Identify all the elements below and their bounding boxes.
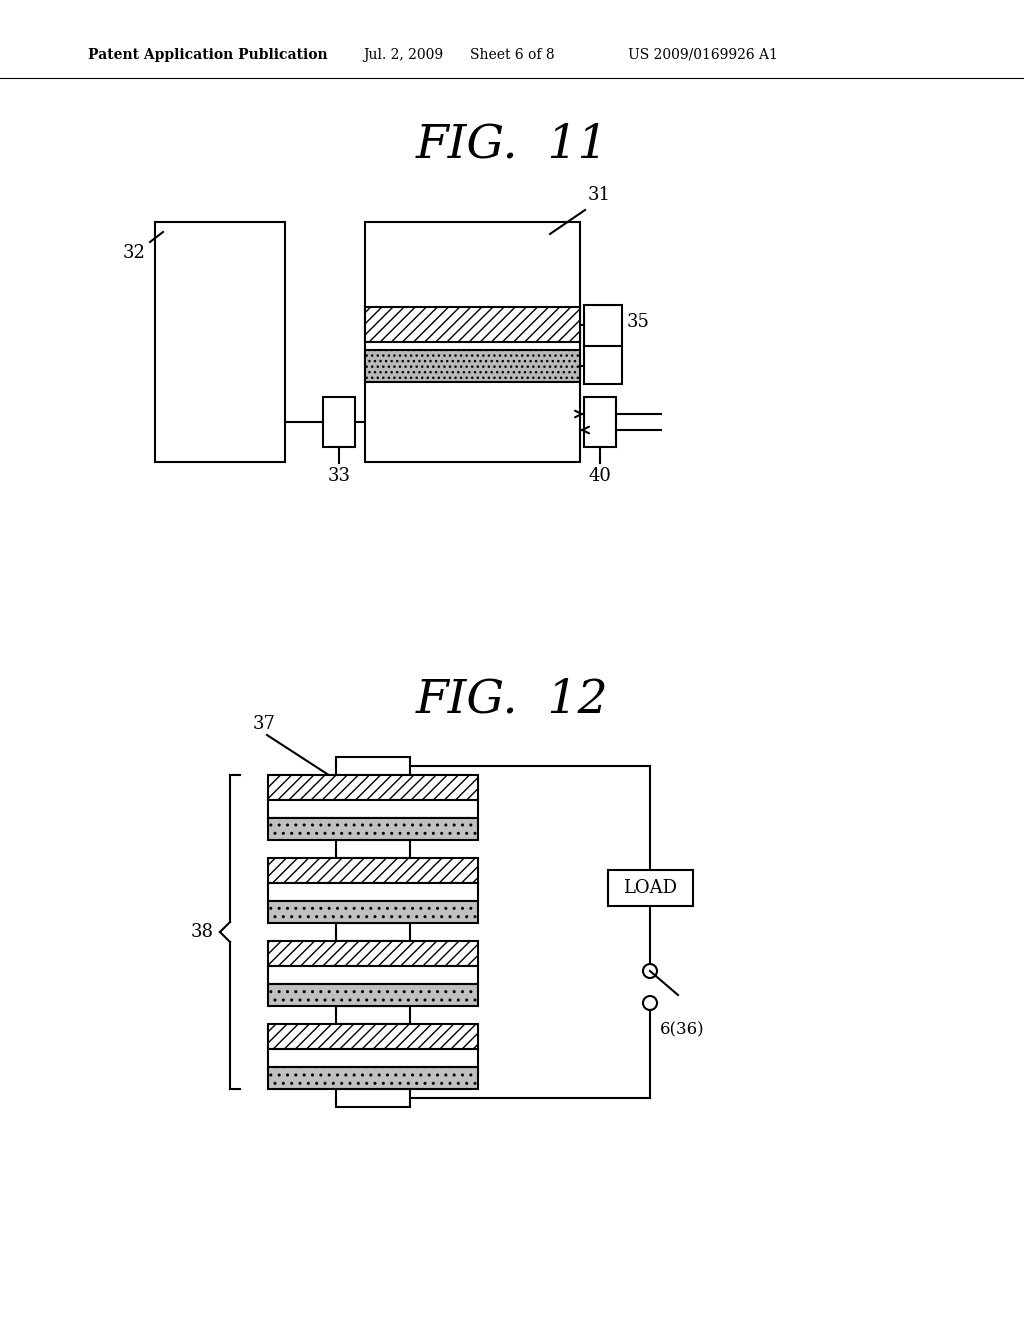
Bar (268, 818, 478, 840)
Text: 40: 40 (589, 467, 611, 484)
Bar (268, 858, 478, 883)
Bar (365, 222, 580, 462)
Bar (268, 775, 478, 800)
Text: 37: 37 (253, 715, 275, 733)
Bar (268, 883, 478, 902)
Bar (336, 1089, 410, 1107)
Bar (365, 350, 580, 381)
Bar (365, 350, 580, 381)
Text: Jul. 2, 2009: Jul. 2, 2009 (362, 48, 443, 62)
Bar (323, 397, 355, 447)
Bar (268, 941, 478, 966)
Bar (268, 966, 478, 983)
Text: 38: 38 (191, 923, 214, 941)
Bar (268, 1067, 478, 1089)
Text: Sheet 6 of 8: Sheet 6 of 8 (470, 48, 555, 62)
Bar (336, 756, 410, 775)
Bar (155, 222, 285, 462)
Bar (268, 983, 478, 1006)
Text: 6(36): 6(36) (660, 1020, 705, 1038)
Text: 33: 33 (328, 467, 350, 484)
Bar (584, 305, 622, 384)
Text: 31: 31 (588, 186, 611, 205)
Bar (268, 818, 478, 840)
Bar (336, 923, 410, 941)
Text: FIG.  11: FIG. 11 (416, 123, 608, 168)
Bar (336, 840, 410, 858)
Text: Patent Application Publication: Patent Application Publication (88, 48, 328, 62)
Bar (607, 870, 692, 906)
Bar (268, 1024, 478, 1049)
Text: FIG.  12: FIG. 12 (416, 677, 608, 722)
Bar (268, 1049, 478, 1067)
Bar (268, 983, 478, 1006)
Bar (268, 902, 478, 923)
Text: LOAD: LOAD (623, 879, 677, 898)
Bar (268, 1067, 478, 1089)
Bar (268, 902, 478, 923)
Bar (336, 1006, 410, 1024)
Bar (365, 308, 580, 342)
Text: 35: 35 (627, 313, 650, 331)
Text: US 2009/0169926 A1: US 2009/0169926 A1 (628, 48, 778, 62)
Bar (268, 800, 478, 818)
Text: 32: 32 (122, 244, 145, 261)
Bar (584, 397, 616, 447)
